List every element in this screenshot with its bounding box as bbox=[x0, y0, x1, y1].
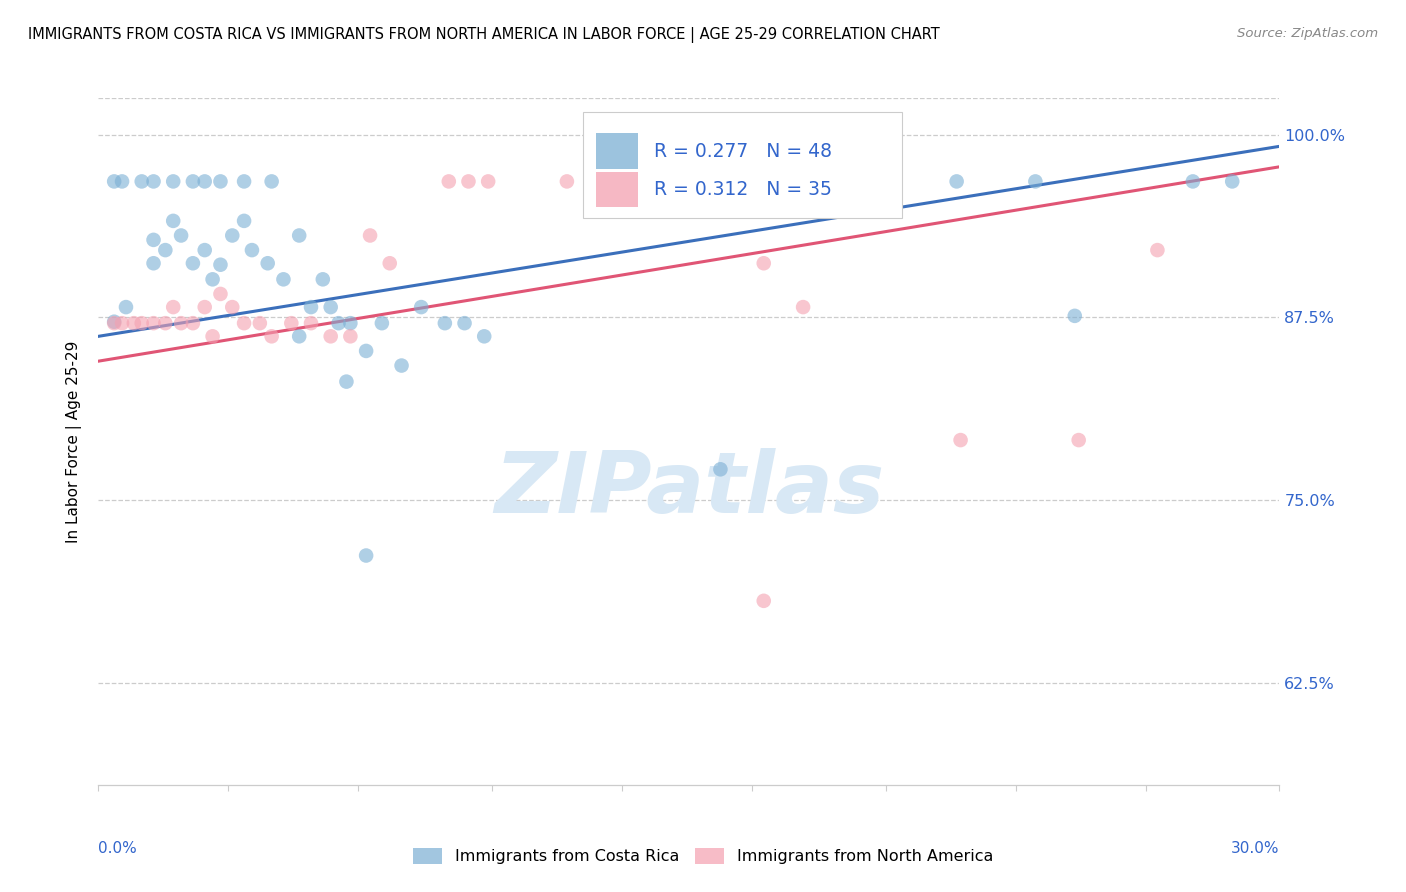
Point bbox=[378, 256, 401, 270]
Point bbox=[1024, 174, 1046, 188]
Point bbox=[221, 228, 243, 243]
Point bbox=[162, 214, 184, 228]
FancyBboxPatch shape bbox=[596, 133, 638, 169]
Text: Source: ZipAtlas.com: Source: ZipAtlas.com bbox=[1237, 27, 1378, 40]
Point bbox=[288, 228, 311, 243]
Point bbox=[155, 243, 177, 257]
Point bbox=[260, 174, 283, 188]
Point bbox=[256, 256, 278, 270]
Point bbox=[945, 174, 967, 188]
Point bbox=[359, 228, 381, 243]
Point bbox=[299, 316, 322, 330]
Point bbox=[433, 316, 456, 330]
Point bbox=[162, 174, 184, 188]
Text: 30.0%: 30.0% bbox=[1232, 841, 1279, 856]
Point bbox=[155, 316, 177, 330]
Point bbox=[103, 174, 125, 188]
Point bbox=[792, 300, 814, 314]
Point bbox=[240, 243, 263, 257]
Text: 0.0%: 0.0% bbox=[98, 841, 138, 856]
Point bbox=[209, 258, 232, 272]
Point bbox=[131, 174, 153, 188]
Point bbox=[477, 174, 499, 188]
Point bbox=[194, 300, 217, 314]
Point bbox=[339, 316, 361, 330]
Point bbox=[103, 316, 125, 330]
Point bbox=[142, 316, 165, 330]
Point bbox=[1220, 174, 1243, 188]
Point bbox=[111, 174, 134, 188]
Point bbox=[457, 174, 479, 188]
Point bbox=[1063, 309, 1085, 323]
Point bbox=[209, 174, 232, 188]
Point bbox=[299, 300, 322, 314]
Point bbox=[194, 174, 217, 188]
Point bbox=[181, 174, 204, 188]
Y-axis label: In Labor Force | Age 25-29: In Labor Force | Age 25-29 bbox=[66, 341, 83, 542]
Point bbox=[339, 329, 361, 343]
Point bbox=[142, 174, 165, 188]
Point bbox=[437, 174, 460, 188]
Point bbox=[170, 228, 193, 243]
Point bbox=[142, 256, 165, 270]
Point bbox=[1067, 433, 1090, 447]
Point bbox=[181, 256, 204, 270]
Text: ZIPatlas: ZIPatlas bbox=[494, 448, 884, 531]
Point bbox=[142, 233, 165, 247]
Point bbox=[453, 316, 475, 330]
Point bbox=[673, 174, 696, 188]
Point bbox=[181, 316, 204, 330]
Text: R = 0.312   N = 35: R = 0.312 N = 35 bbox=[654, 180, 831, 199]
Point bbox=[280, 316, 302, 330]
Point bbox=[354, 549, 377, 563]
Point bbox=[328, 316, 350, 330]
Point bbox=[209, 287, 232, 301]
Point bbox=[288, 329, 311, 343]
Point bbox=[411, 300, 433, 314]
Point bbox=[233, 174, 256, 188]
Legend: Immigrants from Costa Rica, Immigrants from North America: Immigrants from Costa Rica, Immigrants f… bbox=[406, 841, 1000, 871]
FancyBboxPatch shape bbox=[582, 112, 901, 219]
Point bbox=[194, 243, 217, 257]
Point bbox=[335, 375, 357, 389]
Point bbox=[319, 300, 342, 314]
Point bbox=[354, 343, 377, 358]
Point bbox=[162, 300, 184, 314]
Point bbox=[949, 433, 972, 447]
Point bbox=[260, 329, 283, 343]
Point bbox=[319, 329, 342, 343]
Point bbox=[233, 214, 256, 228]
Point bbox=[1181, 174, 1204, 188]
Point bbox=[201, 329, 224, 343]
Point bbox=[249, 316, 271, 330]
Point bbox=[391, 359, 413, 373]
Point bbox=[201, 272, 224, 286]
Point bbox=[115, 300, 138, 314]
Point bbox=[1146, 243, 1168, 257]
Point bbox=[709, 462, 731, 476]
Point bbox=[752, 256, 775, 270]
Point bbox=[111, 316, 134, 330]
Point bbox=[221, 300, 243, 314]
Point bbox=[122, 316, 145, 330]
FancyBboxPatch shape bbox=[596, 171, 638, 207]
Point bbox=[131, 316, 153, 330]
Text: IMMIGRANTS FROM COSTA RICA VS IMMIGRANTS FROM NORTH AMERICA IN LABOR FORCE | AGE: IMMIGRANTS FROM COSTA RICA VS IMMIGRANTS… bbox=[28, 27, 939, 43]
Point bbox=[233, 316, 256, 330]
Point bbox=[273, 272, 295, 286]
Point bbox=[555, 174, 578, 188]
Point bbox=[103, 315, 125, 329]
Point bbox=[752, 594, 775, 608]
Point bbox=[472, 329, 495, 343]
Point bbox=[371, 316, 394, 330]
Point bbox=[170, 316, 193, 330]
Text: R = 0.277   N = 48: R = 0.277 N = 48 bbox=[654, 142, 831, 161]
Point bbox=[312, 272, 335, 286]
